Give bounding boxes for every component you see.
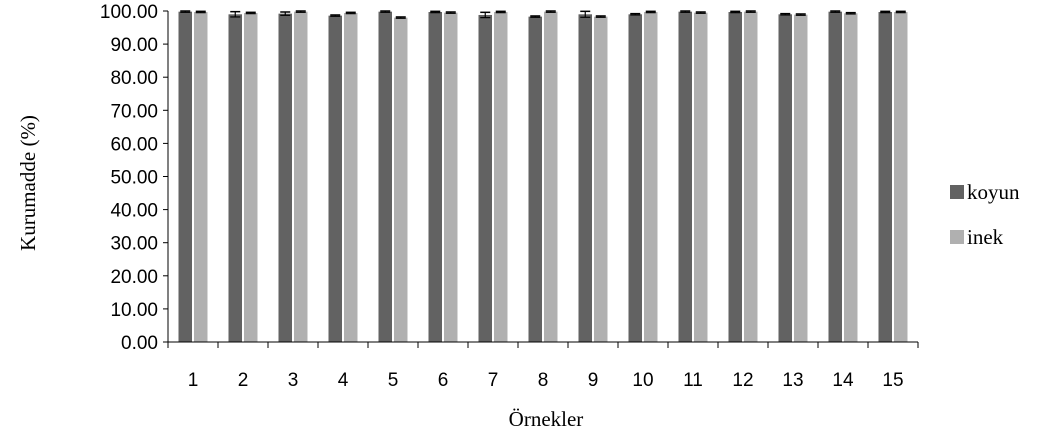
x-tick-label: 4 (338, 370, 349, 391)
bar-koyun-6 (428, 11, 442, 342)
y-tick-label: 80.00 (110, 68, 158, 89)
legend-label-koyun: koyun (967, 180, 1020, 204)
bar-inek-15 (894, 11, 908, 342)
y-axis-ticks: 0.00 10.00 20.00 30.00 40.00 50.00 60.00 70.00 8… (100, 2, 168, 354)
y-tick-label: 50.00 (110, 168, 158, 189)
y-tick-label: 20.00 (110, 267, 158, 288)
y-tick-label: 60.00 (110, 134, 158, 155)
y-tick-label: 40.00 (110, 201, 158, 222)
bar-koyun-11 (678, 11, 692, 343)
legend-swatch-inek (950, 230, 964, 244)
bars (178, 11, 908, 343)
legend: koyun inek (950, 180, 1020, 249)
bar-inek-3 (294, 11, 308, 343)
x-tick-label: 7 (488, 370, 499, 391)
bar-koyun-10 (628, 14, 642, 343)
bar-koyun-5 (378, 11, 392, 343)
bar-inek-2 (244, 12, 258, 343)
bar-inek-1 (194, 11, 208, 342)
y-tick-label: 100.00 (100, 2, 158, 23)
x-tick-label: 12 (732, 370, 753, 391)
bar-inek-8 (544, 11, 558, 343)
bar-inek-4 (344, 12, 358, 343)
x-tick-label: 10 (632, 370, 653, 391)
bar-koyun-8 (528, 16, 542, 342)
error-bars (180, 10, 906, 19)
bar-koyun-3 (278, 13, 292, 342)
bar-inek-7 (494, 11, 508, 342)
x-tick-label: 1 (188, 370, 199, 391)
bar-koyun-2 (228, 14, 242, 343)
bar-koyun-7 (478, 14, 492, 343)
bar-koyun-12 (728, 11, 742, 342)
bar-inek-10 (644, 11, 658, 342)
y-tick-label: 0.00 (121, 333, 158, 354)
y-tick-label: 90.00 (110, 35, 158, 56)
bar-koyun-13 (778, 14, 792, 343)
bar-koyun-14 (828, 11, 842, 343)
axes (167, 11, 918, 343)
y-axis-title: Kurumadde (%) (16, 115, 40, 251)
bar-inek-13 (794, 14, 808, 343)
x-tick-label: 8 (538, 370, 549, 391)
x-tick-label: 11 (683, 370, 703, 391)
x-tick-label: 6 (438, 370, 449, 391)
bar-inek-12 (744, 11, 758, 343)
x-axis-ticks: 1 2 3 4 5 6 7 8 9 10 11 12 13 14 15 (167, 342, 919, 391)
bar-inek-9 (594, 16, 608, 342)
bar-koyun-9 (578, 14, 592, 343)
x-tick-label: 5 (388, 370, 399, 391)
x-tick-label: 9 (588, 370, 599, 391)
bar-koyun-15 (878, 11, 892, 342)
y-tick-label: 30.00 (110, 234, 158, 255)
x-tick-label: 3 (288, 370, 299, 391)
bar-inek-14 (844, 13, 858, 343)
x-tick-label: 14 (832, 370, 854, 391)
bar-koyun-4 (328, 15, 342, 342)
bar-inek-6 (444, 12, 458, 343)
x-axis-title: Örnekler (509, 407, 584, 431)
y-tick-label: 10.00 (110, 300, 158, 321)
legend-swatch-koyun (950, 185, 964, 199)
bar-koyun-1 (178, 11, 192, 343)
bar-inek-11 (694, 12, 708, 343)
x-tick-label: 13 (782, 370, 803, 391)
bar-inek-5 (394, 17, 408, 343)
y-tick-label: 70.00 (110, 101, 158, 122)
legend-label-inek: inek (967, 225, 1004, 249)
x-tick-label: 15 (882, 370, 903, 391)
x-tick-label: 2 (238, 370, 249, 391)
